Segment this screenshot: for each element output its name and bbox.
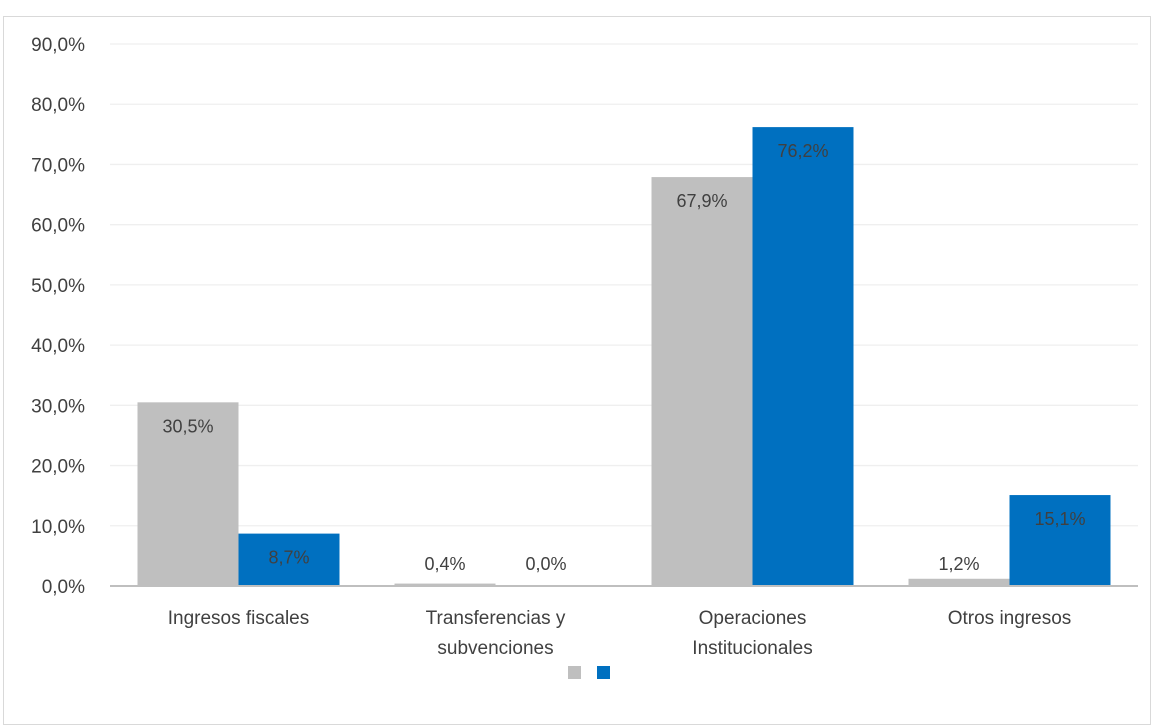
data-label: 0,0% <box>525 554 566 574</box>
bar-series-2 <box>238 533 340 586</box>
data-label: 0,4% <box>424 554 465 574</box>
data-label: 30,5% <box>162 416 213 436</box>
y-tick-label: 10,0% <box>31 517 85 538</box>
bar-series-1 <box>908 578 1010 586</box>
x-category-label: Ingresos fiscales <box>168 608 310 629</box>
y-axis-ticks: 0,0% 10,0% 20,0% 30,0% 40,0% 50,0% 60,0% 70,0% 8… <box>31 35 85 598</box>
y-tick-label: 0,0% <box>42 577 85 598</box>
legend-swatch-series-1 <box>568 666 581 679</box>
x-category-label: Otros ingresos <box>948 608 1072 629</box>
gridlines <box>110 43 1138 527</box>
bars <box>137 127 1111 587</box>
x-category-label: subvenciones <box>437 638 553 659</box>
data-label: 8,7% <box>268 548 309 568</box>
x-category-label: Institucionales <box>692 638 812 659</box>
x-axis-categories: Ingresos fiscales Transferencias y subvenc… <box>168 608 1072 659</box>
y-tick-label: 20,0% <box>31 457 85 478</box>
legend <box>568 666 610 679</box>
bar-series-1 <box>394 583 496 586</box>
bar-series-1 <box>651 177 753 586</box>
y-tick-label: 60,0% <box>31 216 85 237</box>
y-tick-label: 50,0% <box>31 276 85 297</box>
chart-frame <box>3 16 1151 725</box>
y-tick-label: 30,0% <box>31 396 85 417</box>
y-tick-label: 70,0% <box>31 155 85 176</box>
x-category-label: Transferencias y <box>426 608 566 629</box>
data-labels: 30,5% 8,7% 0,4% 0,0% 67,9% 76,2% 1,2% 15,1% <box>162 141 1085 574</box>
y-tick-label: 80,0% <box>31 95 85 116</box>
x-category-label: Operaciones <box>699 608 807 629</box>
data-label: 76,2% <box>777 141 828 161</box>
bar-series-1 <box>137 402 239 586</box>
legend-swatch-series-2 <box>597 666 610 679</box>
bar-series-2 <box>752 127 854 587</box>
data-label: 15,1% <box>1034 509 1085 529</box>
data-label: 1,2% <box>938 554 979 574</box>
bar-series-2 <box>1009 495 1111 586</box>
y-tick-label: 90,0% <box>31 35 85 56</box>
y-tick-label: 40,0% <box>31 336 85 357</box>
data-label: 67,9% <box>676 191 727 211</box>
